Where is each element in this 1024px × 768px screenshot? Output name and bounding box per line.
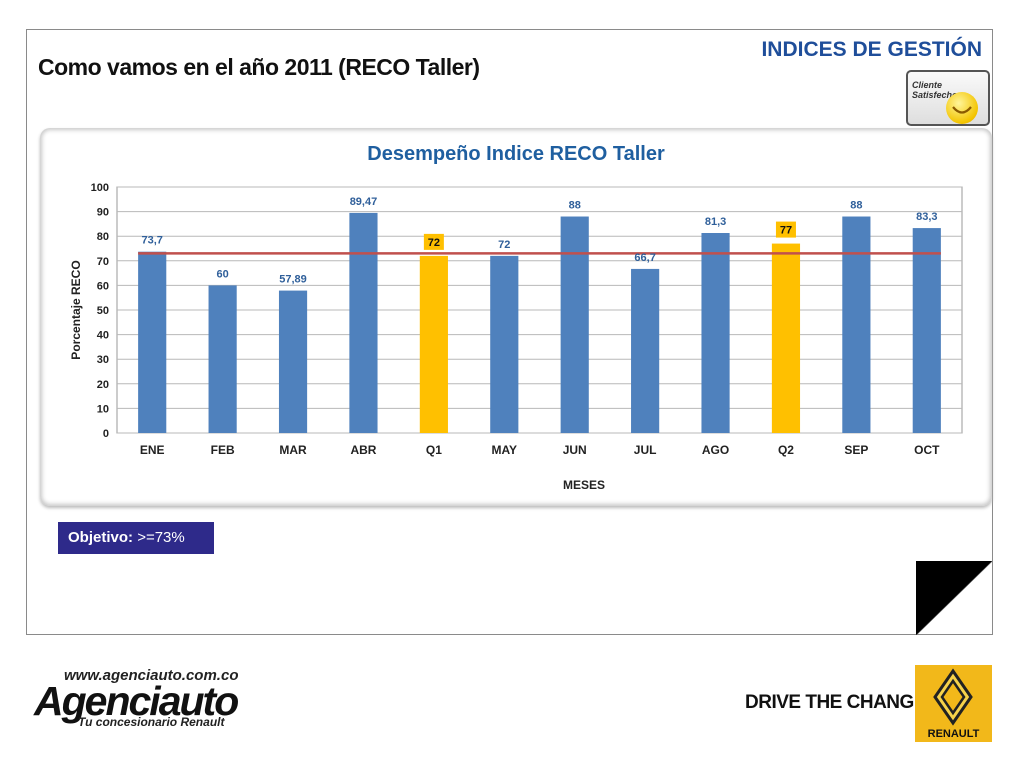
footer-url: www.agenciauto.com.co <box>64 667 239 684</box>
chart-title: Desempeño Indice RECO Taller <box>367 143 665 165</box>
section-title: INDICES DE GESTIÓN <box>761 38 982 61</box>
y-tick-label: 50 <box>97 305 109 317</box>
y-tick-label: 80 <box>97 231 109 243</box>
y-axis-ticks: 0 10 20 30 40 50 60 70 80 90 100 <box>91 182 109 440</box>
data-label-box <box>775 221 796 238</box>
brand-subtitle: Tu concesionario Renault <box>78 715 225 729</box>
x-tick-label: ENE <box>140 443 165 457</box>
brand-logo-text: Agenciauto <box>34 678 239 724</box>
chart-grid <box>116 186 963 434</box>
data-label: 83,3 <box>916 211 937 223</box>
bar <box>138 251 167 433</box>
satisfied-customer-badge: Cliente Satisfecho <box>906 70 990 126</box>
page-corner-fold <box>916 561 992 635</box>
y-axis-label: Porcentaje RECO <box>69 260 83 359</box>
y-tick-label: 10 <box>97 403 109 415</box>
x-tick-label: ABR <box>350 443 376 457</box>
data-label: 72 <box>428 237 440 249</box>
bar <box>278 290 308 433</box>
badge-label: Cliente Satisfecho <box>912 80 958 100</box>
x-tick-label: MAR <box>279 443 307 457</box>
chart-data-labels: 73,7 60 57,89 89,47 72 72 88 66,7 81,3 77 88 83,3 <box>141 196 937 286</box>
x-tick-label: OCT <box>914 443 940 457</box>
data-label: 77 <box>780 225 792 237</box>
smiley-icon <box>946 92 978 124</box>
bar <box>208 285 237 433</box>
bar <box>490 255 519 433</box>
y-tick-label: 100 <box>91 182 109 194</box>
bar <box>842 216 871 433</box>
bar <box>631 268 660 433</box>
x-tick-label: MAY <box>492 443 518 457</box>
slogan: DRIVE THE CHANGE <box>745 692 926 713</box>
y-tick-label: 20 <box>97 379 109 391</box>
data-label: 57,89 <box>279 274 307 286</box>
renault-logo: RENAULT <box>915 665 992 742</box>
x-axis-ticks: ENE FEB MAR ABR Q1 MAY JUN JUL AGO Q2 SEP OCT <box>140 443 940 457</box>
data-label: 72 <box>498 239 510 251</box>
goal-value: >=73% <box>137 529 185 546</box>
data-label: 81,3 <box>705 216 726 228</box>
y-tick-label: 0 <box>103 428 109 440</box>
reco-bar-chart: Desempeño Indice RECO Taller 73,7 60 57,89… <box>69 143 963 492</box>
x-tick-label: JUL <box>634 443 657 457</box>
data-label: 66,7 <box>634 252 655 264</box>
x-tick-label: SEP <box>844 443 868 457</box>
data-label: 73,7 <box>141 235 162 247</box>
bar <box>701 233 730 433</box>
bar <box>912 228 941 433</box>
chart-panel: Desempeño Indice RECO Taller 73,7 60 57,89… <box>40 128 992 506</box>
x-tick-label: JUN <box>563 443 587 457</box>
goal-label: Objetivo: <box>68 529 134 546</box>
bar <box>419 255 448 433</box>
page-title: Como vamos en el año 2011 (RECO Taller) <box>38 54 480 80</box>
data-label: 88 <box>569 200 581 212</box>
data-label: 89,47 <box>350 196 378 208</box>
bar <box>771 243 801 433</box>
bar <box>349 212 378 433</box>
data-label-box <box>423 233 444 250</box>
y-tick-label: 30 <box>97 354 109 366</box>
data-label: 60 <box>217 268 229 280</box>
x-tick-label: Q2 <box>778 443 794 457</box>
x-tick-label: Q1 <box>426 443 442 457</box>
y-tick-label: 60 <box>97 280 109 292</box>
renault-logo-label: RENAULT <box>927 728 980 740</box>
y-tick-label: 70 <box>97 256 109 268</box>
x-tick-label: AGO <box>702 443 729 457</box>
goal-box: Objetivo: >=73% <box>58 522 214 554</box>
renault-diamond-icon <box>933 668 973 726</box>
y-tick-label: 90 <box>97 207 109 219</box>
x-tick-label: FEB <box>211 443 235 457</box>
y-tick-label: 40 <box>97 330 109 342</box>
x-axis-label: MESES <box>563 478 605 492</box>
data-label: 88 <box>850 200 862 212</box>
bar <box>560 216 589 433</box>
